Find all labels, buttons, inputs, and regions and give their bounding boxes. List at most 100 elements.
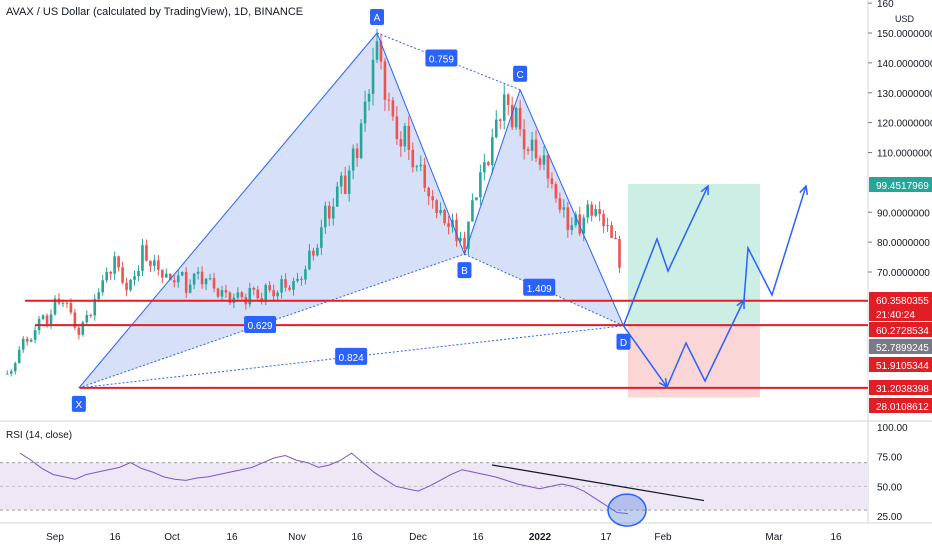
candle-body — [324, 205, 327, 228]
candle-body — [355, 148, 359, 159]
time-tick-label: Mar — [765, 532, 783, 543]
candle-body — [268, 284, 271, 291]
candles — [5, 28, 621, 377]
candle-body — [367, 93, 371, 102]
candle-body — [550, 178, 554, 184]
candle-body — [13, 363, 17, 372]
candle-body — [463, 237, 466, 249]
candle-body — [435, 200, 438, 213]
rsi-tick-label: 100.00 — [877, 423, 908, 434]
candle-body — [363, 101, 367, 124]
candle-body — [586, 204, 590, 218]
price-tag-label: 52.7899245 — [876, 343, 929, 354]
candle-body — [137, 270, 140, 277]
price-tag — [869, 322, 932, 337]
candle-body — [176, 275, 180, 283]
candle-body — [522, 129, 526, 150]
pattern-point-label: B — [461, 266, 468, 277]
projection-bear-2 — [666, 299, 745, 388]
candle-body — [518, 107, 522, 130]
candle-body — [49, 314, 53, 324]
candle-body — [351, 148, 355, 171]
candle-body — [33, 330, 37, 340]
pattern-point-b — [457, 262, 472, 279]
time-tick-label: 16 — [109, 532, 121, 543]
candle-body — [379, 41, 383, 62]
candle-body — [610, 225, 613, 238]
candle-body — [17, 349, 21, 364]
price-tag — [869, 357, 932, 372]
candle-body — [61, 302, 65, 304]
time-tick-label: Nov — [288, 532, 306, 543]
candle-body — [105, 271, 108, 281]
candle-body — [184, 272, 188, 293]
candle-body — [45, 315, 49, 324]
time-tick-label: 16 — [472, 532, 484, 543]
candle-body — [25, 338, 29, 342]
candle-body — [582, 217, 586, 234]
candle-body — [224, 290, 228, 293]
price-tick-label: 150.0000000 — [877, 29, 932, 40]
ratio-label-box — [335, 347, 368, 365]
candle-body — [506, 94, 510, 105]
candle-body — [180, 272, 184, 276]
candle-body — [483, 162, 486, 173]
candle-body — [276, 292, 279, 297]
candle-body — [153, 260, 156, 266]
price-tick-label: 160 — [877, 0, 894, 10]
pattern-point-label: X — [76, 400, 83, 411]
candle-body — [359, 123, 363, 159]
price-tick-label: 130.0000000 — [877, 89, 932, 100]
candle-body — [526, 149, 530, 151]
price-tick-label: 110.0000000 — [877, 149, 932, 160]
candle-body — [419, 164, 423, 167]
pattern-leg-xa — [78, 32, 378, 389]
candle-body — [459, 237, 462, 242]
candle-body — [487, 162, 490, 165]
candle-body — [280, 279, 283, 293]
candle-body — [93, 299, 97, 316]
price-tag — [869, 339, 932, 354]
candle-body — [149, 260, 152, 266]
candle-body — [9, 371, 13, 374]
pattern-point-x — [71, 395, 86, 412]
pattern-point-d — [616, 333, 631, 350]
candle-body — [133, 276, 136, 280]
rsi-tick-label: 50.00 — [877, 482, 902, 493]
price-tag — [869, 177, 932, 192]
candle-body — [443, 209, 446, 224]
pattern-leg-bc — [463, 89, 521, 255]
time-tick-label: 16 — [351, 532, 363, 543]
candle-body — [125, 282, 128, 291]
candle-body — [129, 279, 132, 291]
rsi-trendline — [491, 464, 705, 502]
price-tick-label: 120.0000000 — [877, 119, 932, 130]
candle-body — [284, 279, 287, 288]
candle-body — [117, 256, 120, 268]
price-tag-label: 51.9105344 — [876, 361, 929, 372]
candle-body — [29, 339, 33, 342]
candle-body — [479, 172, 482, 198]
candle-body — [204, 278, 208, 285]
time-tick-label: 17 — [600, 532, 612, 543]
rsi-line — [19, 452, 629, 515]
pattern-point-label: A — [374, 13, 381, 24]
candle-body — [256, 289, 260, 299]
rsi-highlight-circle — [607, 493, 647, 527]
candle-body — [172, 280, 176, 283]
candle-body — [455, 220, 458, 242]
price-tag-label: 99.4517969 — [876, 181, 929, 192]
candle-body — [196, 271, 200, 274]
candle-body — [391, 100, 395, 117]
candle-body — [343, 175, 347, 195]
candle-body — [240, 292, 244, 298]
time-tick-label: Oct — [164, 532, 180, 543]
candle-body — [200, 271, 204, 285]
candle-body — [471, 200, 474, 222]
candle-body — [554, 183, 558, 199]
candle-body — [534, 139, 538, 159]
candle-body — [69, 303, 73, 313]
candle-body — [89, 314, 93, 316]
